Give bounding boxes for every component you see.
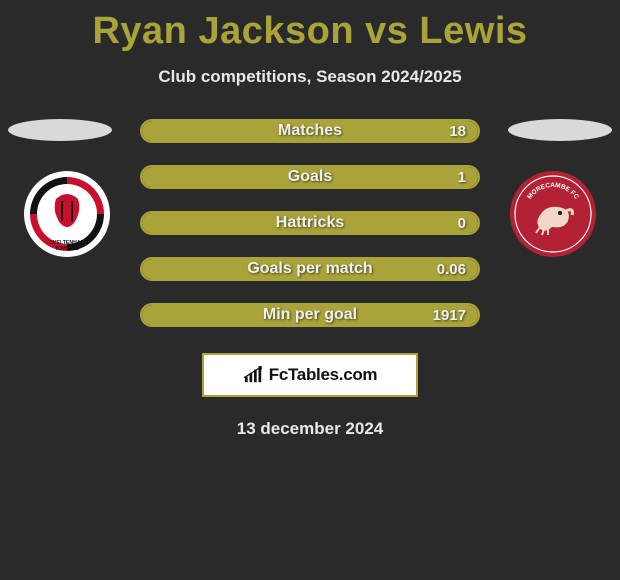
player-marker-left	[8, 119, 112, 141]
subtitle: Club competitions, Season 2024/2025	[0, 67, 620, 87]
brand-text: FcTables.com	[269, 365, 378, 385]
stat-row-goals-per-match: Goals per match 0.06	[140, 257, 480, 281]
stat-row-min-per-goal: Min per goal 1917	[140, 303, 480, 327]
stat-label: Matches	[278, 122, 342, 140]
date-label: 13 december 2024	[0, 419, 620, 439]
stats-list: Matches 18 Goals 1 Hattricks 0 Goals per…	[140, 119, 480, 327]
stat-label: Hattricks	[276, 214, 344, 232]
crest-left-label-2: TOWN FC	[55, 246, 79, 252]
stat-value: 0	[458, 215, 466, 232]
stat-label: Min per goal	[263, 306, 357, 324]
brand-box[interactable]: FcTables.com	[202, 353, 418, 397]
cheltenham-crest-icon: CHELTENHAM TOWN FC	[24, 171, 110, 257]
stat-label: Goals per match	[247, 260, 372, 278]
club-crest-left: CHELTENHAM TOWN FC	[24, 171, 110, 257]
stat-value: 18	[449, 123, 466, 140]
page-title: Ryan Jackson vs Lewis	[0, 0, 620, 53]
stat-label: Goals	[288, 168, 332, 186]
stat-value: 1	[458, 169, 466, 186]
stat-row-goals: Goals 1	[140, 165, 480, 189]
stat-row-hattricks: Hattricks 0	[140, 211, 480, 235]
comparison-content: CHELTENHAM TOWN FC MORECAMBE FC Matches …	[0, 119, 620, 439]
club-crest-right: MORECAMBE FC	[510, 171, 596, 257]
stat-row-matches: Matches 18	[140, 119, 480, 143]
stat-value: 1917	[433, 307, 466, 324]
stat-value: 0.06	[437, 261, 466, 278]
player-marker-right	[508, 119, 612, 141]
bar-chart-icon	[243, 366, 265, 384]
morecambe-crest-icon: MORECAMBE FC	[510, 171, 596, 257]
